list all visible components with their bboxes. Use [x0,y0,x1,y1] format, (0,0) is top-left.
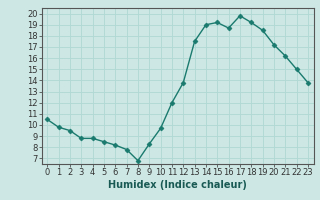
X-axis label: Humidex (Indice chaleur): Humidex (Indice chaleur) [108,180,247,190]
